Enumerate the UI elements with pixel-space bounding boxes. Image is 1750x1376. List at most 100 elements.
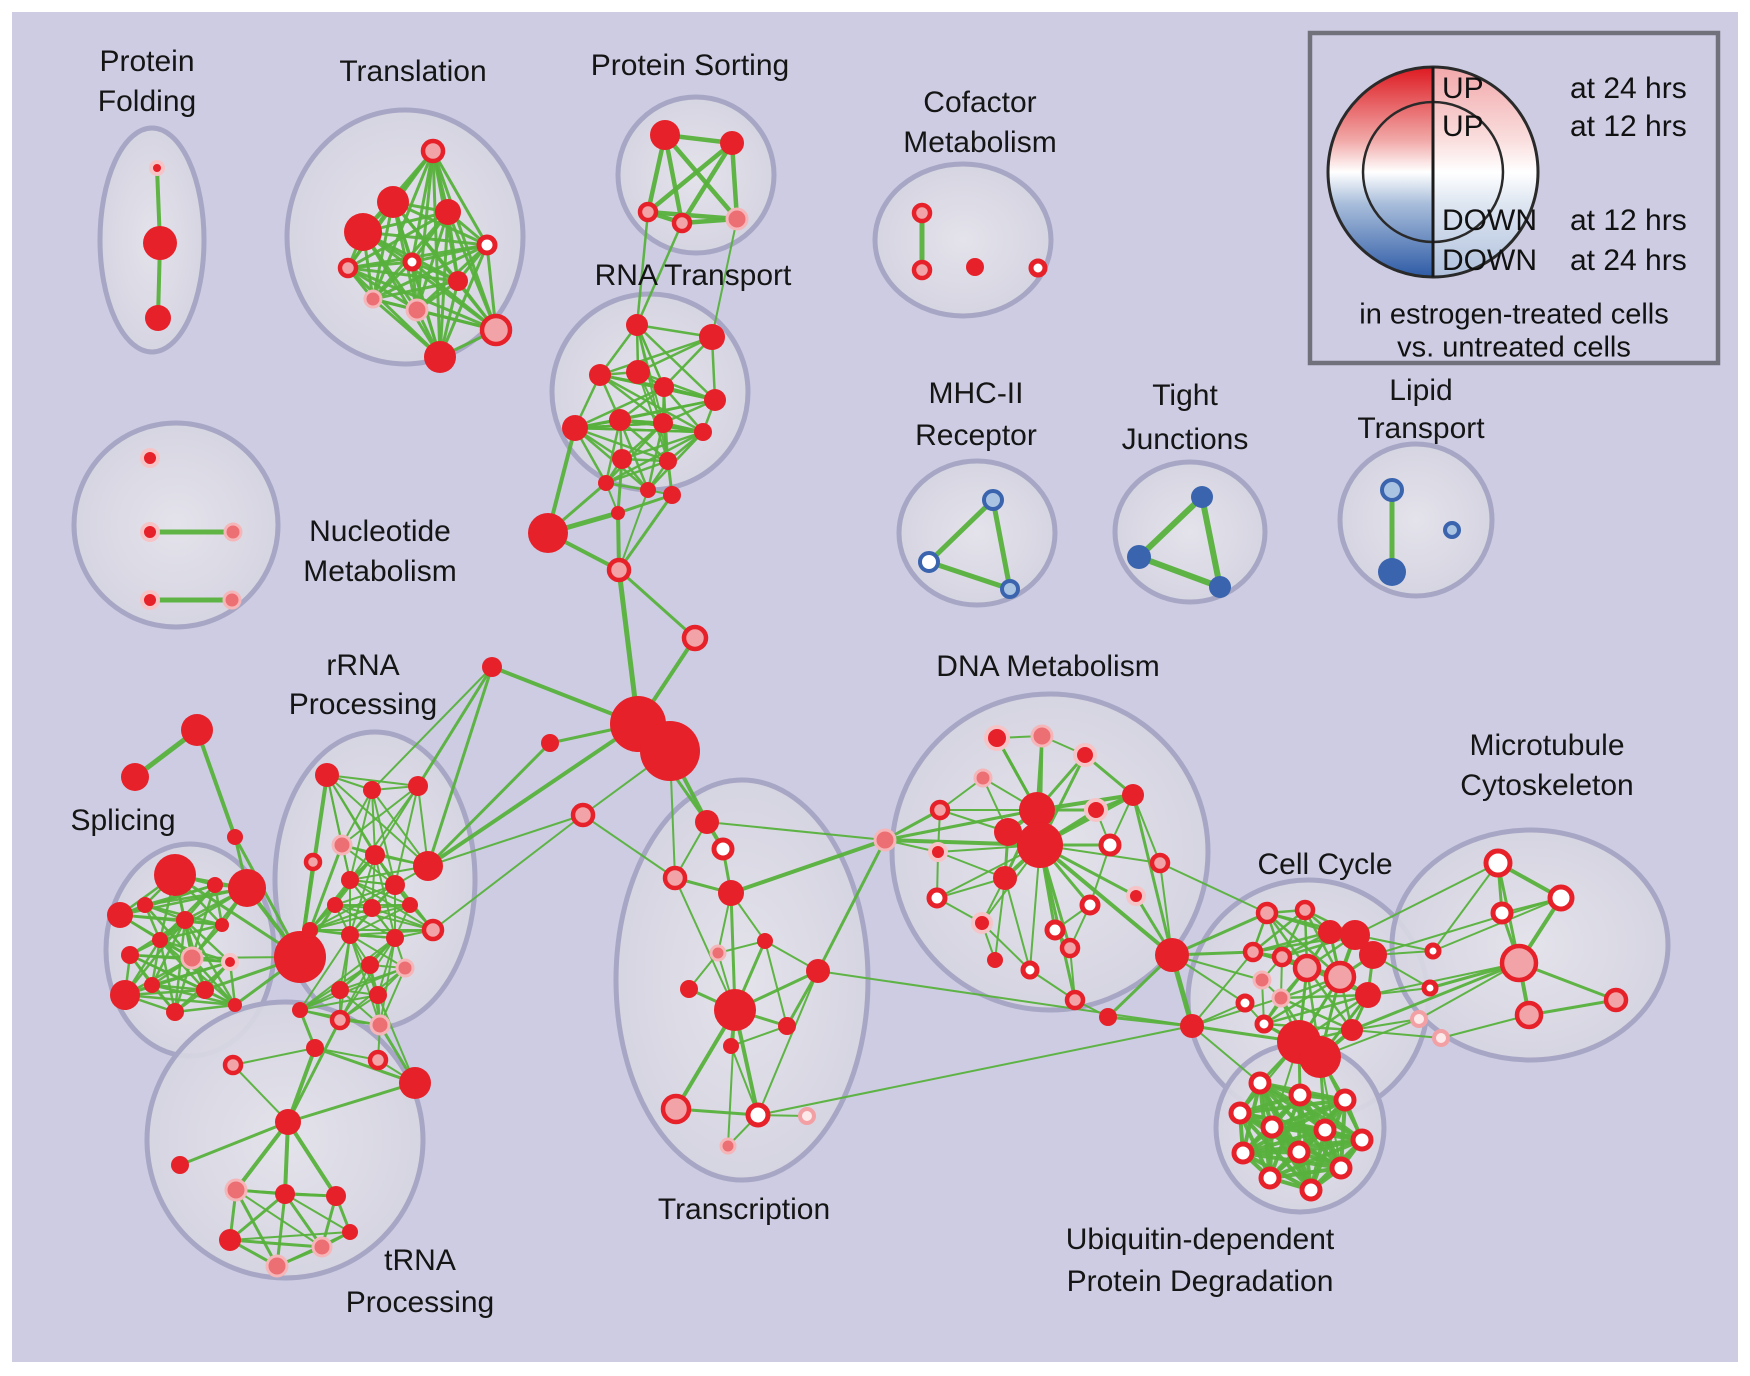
- edge-link: [416, 665, 494, 788]
- edge-link: [1440, 1014, 1530, 1039]
- node-spl-17: [166, 1003, 184, 1021]
- cluster-label-cc: Cell Cycle: [1257, 848, 1392, 881]
- node-cc-10: [1355, 982, 1381, 1008]
- legend-caption: in estrogen-treated cells: [1359, 299, 1669, 331]
- edge-link: [1350, 961, 1521, 1032]
- node-lp-1: [1443, 521, 1461, 539]
- edge-link: [426, 741, 552, 868]
- edge-rt: [636, 324, 669, 462]
- node-dna-10: [1098, 833, 1122, 857]
- node-tx-2: [662, 865, 688, 891]
- edge-tl: [431, 149, 498, 332]
- node-rt-7: [653, 413, 673, 433]
- edge-trna: [286, 1046, 317, 1124]
- node-tl-8: [363, 289, 383, 309]
- node-tl-7: [337, 257, 359, 279]
- node-trna-3: [275, 1184, 295, 1204]
- cluster-label-mh: MHC-II: [929, 377, 1024, 410]
- node-mt-3: [1499, 943, 1539, 983]
- node-ub-9: [1329, 1156, 1353, 1180]
- edge-spl: [150, 983, 237, 1007]
- node-cc-3: [1340, 920, 1370, 950]
- node-ps-1: [720, 131, 744, 155]
- edge-link: [618, 489, 649, 571]
- node-spl-2: [227, 829, 243, 845]
- cluster-label-cf: Metabolism: [903, 126, 1056, 159]
- node-rt-13: [640, 482, 656, 498]
- edge-link: [371, 666, 493, 791]
- node-tl-1: [377, 186, 409, 218]
- node-dna-13: [1149, 852, 1171, 874]
- node-ub-2: [1333, 1088, 1357, 1112]
- legend-entry-label: UP: [1442, 110, 1484, 143]
- edge-rr: [299, 967, 406, 1011]
- node-trna-11: [399, 1067, 431, 1099]
- node-cc-8: [1252, 970, 1272, 990]
- edge-tl: [346, 266, 460, 283]
- node-trna-6: [311, 1236, 333, 1258]
- edge-mh: [926, 497, 996, 565]
- edge-spl: [123, 993, 237, 1007]
- node-nm-0: [140, 448, 160, 468]
- node-cf-1: [911, 259, 933, 281]
- edge-rr: [334, 884, 396, 906]
- node-lp-0: [1380, 478, 1404, 502]
- node-spl-4: [228, 869, 266, 907]
- node-rr-7: [341, 871, 359, 889]
- node-cc-9: [1323, 960, 1357, 994]
- edge-link: [1159, 862, 1268, 914]
- edge-tx: [730, 1025, 788, 1047]
- edge-link: [635, 210, 650, 327]
- node-cc-6: [1271, 946, 1293, 968]
- edge-trna: [235, 1189, 323, 1248]
- node-rr-10: [363, 899, 381, 917]
- node-dna-18: [1044, 919, 1066, 941]
- node-trna-12: [222, 1054, 244, 1076]
- edge-tl: [371, 149, 435, 301]
- edge-link: [635, 221, 684, 327]
- edge-trna: [234, 1120, 290, 1192]
- node-spl-13: [221, 953, 239, 971]
- edge-link: [426, 665, 494, 868]
- edge-tl: [371, 243, 489, 301]
- edge-cc: [1351, 1018, 1420, 1031]
- edge-tj: [1199, 494, 1223, 590]
- node-spl-16: [196, 981, 214, 999]
- node-spl-18: [228, 998, 242, 1012]
- node-cf-0: [911, 202, 933, 224]
- edge-hub: [617, 493, 674, 572]
- node-mt-1: [1547, 884, 1575, 912]
- node-spl-10: [152, 932, 168, 948]
- cluster-label-mt: Cytoskeleton: [1460, 769, 1633, 802]
- edge-rr: [326, 774, 419, 787]
- edge-dna: [981, 922, 1031, 971]
- node-ub-10: [1258, 1166, 1282, 1190]
- cluster-label-ub: Ubiquitin-dependent: [1066, 1223, 1335, 1256]
- cluster-label-ps: Protein Sorting: [591, 49, 789, 82]
- node-ps-3: [671, 212, 693, 234]
- node-hub-1: [611, 506, 625, 520]
- node-ub-11: [1299, 1178, 1323, 1202]
- node-rr-0: [315, 763, 339, 787]
- edge-rt: [604, 459, 670, 485]
- edge-rt: [598, 335, 714, 377]
- edge-cc: [1251, 908, 1307, 954]
- node-cc-18: [1424, 942, 1442, 960]
- edge-rr: [349, 785, 419, 881]
- edge-cc: [1262, 993, 1370, 1026]
- edge-trna: [286, 1081, 417, 1124]
- node-dna-22: [987, 952, 1003, 968]
- edge-trna: [283, 1192, 324, 1249]
- node-nm-2: [223, 522, 243, 542]
- node-cc-12: [1235, 993, 1255, 1013]
- node-dna-3: [973, 768, 993, 788]
- cluster-labels: Protein Folding Translation Protein Sorting…: [70, 45, 1633, 1319]
- edge-tx: [674, 877, 736, 1011]
- edge-rr: [339, 934, 351, 1021]
- edge-rr: [339, 937, 396, 1021]
- cluster-bubble-lp: [1337, 441, 1495, 599]
- node-mt-0: [1483, 848, 1513, 878]
- edge-rr: [299, 994, 379, 1011]
